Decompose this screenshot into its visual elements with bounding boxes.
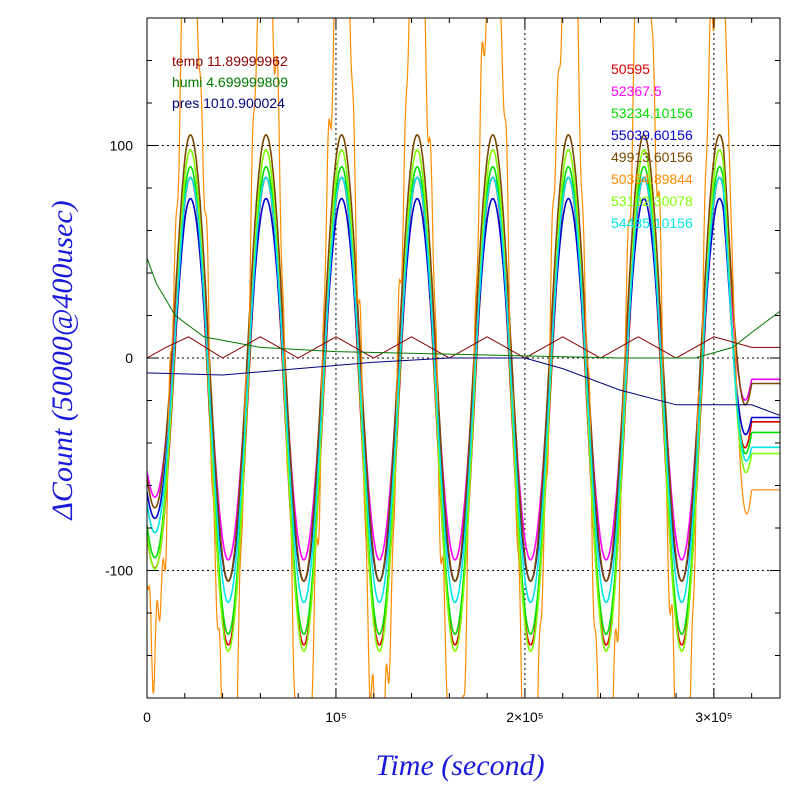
- x-tick-label: 10⁵: [325, 709, 346, 725]
- series-legend-entry: 50354.89844: [611, 171, 693, 187]
- x-tick-label: 0: [143, 709, 151, 725]
- y-tick-label: -100: [105, 563, 133, 579]
- series-line: [147, 18, 780, 698]
- env-legend-entry: temp 11.89999962: [172, 53, 288, 69]
- series-line: [147, 176, 780, 604]
- series-legend-entry: 53234.10156: [611, 105, 693, 121]
- series-legend-entry: 55039.60156: [611, 127, 693, 143]
- tick-labels: 0 10⁵ 2×10⁵ 3×10⁵ -100 0 100: [105, 138, 733, 726]
- y-axis-title: ΔCount (50000@400usec): [46, 200, 79, 520]
- legends: temp 11.89999962 humi 4.699999809 pres 101…: [172, 53, 693, 231]
- x-tick-label: 3×10⁵: [695, 709, 732, 725]
- x-axis-title: Time (second): [375, 749, 544, 782]
- y-tick-label: 0: [125, 350, 133, 366]
- series-legend-entry: 49913.60156: [611, 149, 693, 165]
- series-line: [147, 134, 780, 582]
- series-lines: [147, 18, 780, 698]
- series-legend-entry: 54435.10156: [611, 215, 693, 231]
- series-legend-entry: 50595: [611, 61, 650, 77]
- axis-ticks: [146, 17, 780, 699]
- series-legend-entry: 53192.30078: [611, 193, 693, 209]
- series-legend-entry: 52367.5: [611, 83, 662, 99]
- env-legend-entry: pres 1010.900024: [172, 95, 285, 111]
- x-tick-label: 2×10⁵: [506, 709, 543, 725]
- env-lines: [147, 257, 780, 416]
- env-series-line: [147, 257, 780, 359]
- y-tick-label: 100: [110, 138, 134, 154]
- env-series-line: [147, 357, 780, 416]
- env-legend-entry: humi 4.699999809: [172, 74, 288, 90]
